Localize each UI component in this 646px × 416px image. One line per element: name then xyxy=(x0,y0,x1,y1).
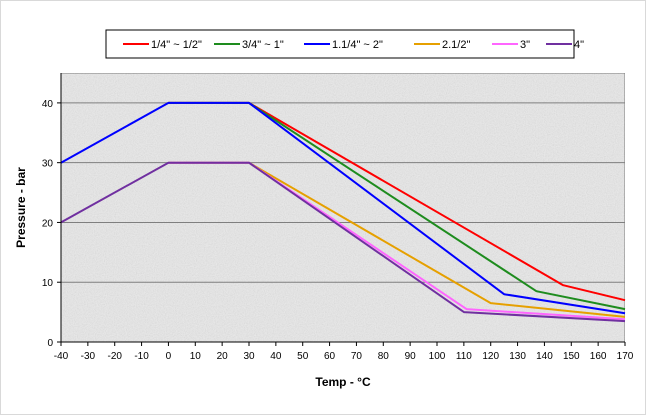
y-axis-title: Pressure - bar xyxy=(14,167,28,248)
x-tick-label: 170 xyxy=(617,351,634,362)
y-tick-label: 0 xyxy=(47,338,53,349)
legend-label: 1/4" ~ 1/2" xyxy=(151,39,202,51)
legend-label: 3" xyxy=(520,39,530,51)
x-tick-label: 0 xyxy=(166,351,172,362)
y-tick-label: 30 xyxy=(42,159,54,170)
x-tick-label: 20 xyxy=(217,351,229,362)
x-tick-label: 110 xyxy=(456,351,472,362)
y-tick-label: 20 xyxy=(42,218,54,229)
series-line-6 xyxy=(60,161,626,323)
legend-label: 2.1/2" xyxy=(442,39,470,51)
x-tick-label: -20 xyxy=(107,351,122,362)
legend-label: 1.1/4" ~ 2" xyxy=(332,39,383,51)
x-tick-label: 150 xyxy=(563,351,580,362)
x-tick-label: 10 xyxy=(190,351,202,362)
x-tick-label: 60 xyxy=(324,351,336,362)
plot-area xyxy=(60,72,626,343)
x-tick-label: 130 xyxy=(509,351,526,362)
legend-label: 3/4" ~ 1" xyxy=(242,39,284,51)
x-tick-label: 120 xyxy=(482,351,499,362)
x-axis-title: Temp - °C xyxy=(315,375,371,389)
x-tick-label: 90 xyxy=(405,351,417,362)
y-tick-label: 40 xyxy=(42,99,54,110)
x-tick-label: 140 xyxy=(536,351,553,362)
x-tick-label: 160 xyxy=(590,351,607,362)
x-tick-label: -40 xyxy=(54,351,69,362)
x-tick-label: 70 xyxy=(351,351,363,362)
x-tick-label: 30 xyxy=(243,351,255,362)
x-tick-label: 40 xyxy=(270,351,282,362)
x-tick-label: -10 xyxy=(134,351,149,362)
legend-label: 4" xyxy=(574,39,584,51)
y-tick-label: 10 xyxy=(42,278,54,289)
x-tick-label: 100 xyxy=(429,351,446,362)
x-tick-label: 80 xyxy=(378,351,390,362)
series-line-3 xyxy=(60,101,626,315)
x-tick-label: 50 xyxy=(297,351,309,362)
legend: 1/4" ~ 1/2" 3/4" ~ 1" 1.1/4" ~ 2" 2.1/2" 3" 4… xyxy=(105,29,584,59)
x-tick-label: -30 xyxy=(81,351,96,362)
